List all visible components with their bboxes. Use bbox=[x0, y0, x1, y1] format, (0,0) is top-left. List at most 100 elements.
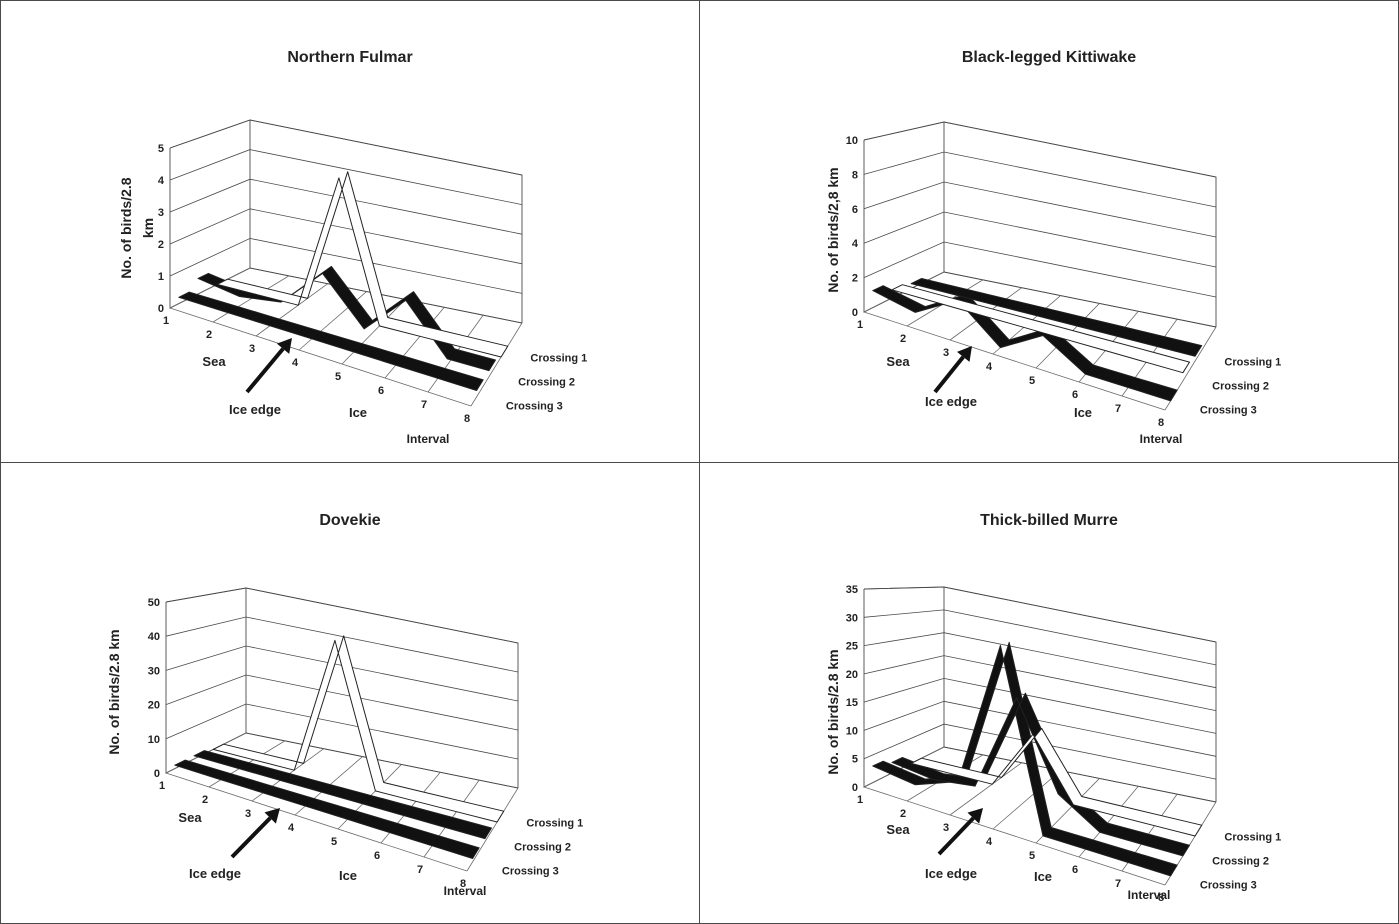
ice-edge-label: Ice edge bbox=[189, 866, 241, 881]
y-tick-label: 0 bbox=[158, 303, 164, 315]
x-tick-label: 6 bbox=[1072, 389, 1078, 401]
floor-line bbox=[384, 307, 445, 379]
x-tick-label: 5 bbox=[1029, 375, 1035, 387]
series-label: Crossing 2 bbox=[518, 377, 575, 389]
x-tick-label: 6 bbox=[378, 385, 384, 397]
gridline bbox=[169, 237, 523, 294]
ice-label: Ice bbox=[1034, 869, 1052, 884]
gridline bbox=[165, 703, 519, 760]
y-axis-label-line: km bbox=[140, 218, 156, 238]
gridline bbox=[863, 655, 1217, 711]
x-tick-label: 8 bbox=[1158, 892, 1164, 904]
x-tick-label: 4 bbox=[288, 822, 295, 834]
gridline bbox=[169, 119, 523, 176]
gridline bbox=[863, 211, 1217, 268]
x-tick-label: 4 bbox=[986, 361, 993, 373]
y-tick-label: 2 bbox=[852, 273, 858, 285]
x-tick-label: 7 bbox=[417, 864, 423, 876]
chart-title: Northern Fulmar bbox=[287, 49, 412, 66]
y-axis-label-line: No. of birds/2.8 km bbox=[106, 629, 122, 754]
panel-dovekie: Dovekie 0 10 20 30 40 50 No. of birds/2.8 km 1 2… bbox=[0, 462, 700, 924]
ribbon-crossing-1 bbox=[216, 171, 509, 358]
x-tick-label: 2 bbox=[202, 794, 208, 806]
ice-edge-label: Ice edge bbox=[925, 394, 977, 409]
panel-frame bbox=[699, 0, 1399, 463]
y-axis-label-line: No. of birds/2.8 km bbox=[825, 649, 841, 774]
x-tick-label: 2 bbox=[206, 329, 212, 341]
series-label: Crossing 1 bbox=[1224, 357, 1281, 369]
x-tick-label: 6 bbox=[1072, 864, 1078, 876]
y-tick-label: 6 bbox=[852, 204, 858, 216]
y-tick-label: 20 bbox=[846, 669, 858, 681]
panel-black-legged-kittiwake: Black-legged Kittiwake 0 2 4 6 8 10 No. of bir… bbox=[699, 0, 1399, 463]
gridline bbox=[165, 674, 519, 731]
ribbon-crossing-1 bbox=[212, 635, 505, 823]
x-tick-label: 8 bbox=[464, 413, 470, 425]
series-label: Crossing 3 bbox=[506, 400, 563, 412]
floor-edge bbox=[165, 772, 468, 872]
x-tick-label: 5 bbox=[335, 371, 341, 383]
ribbon-crossing-3 bbox=[174, 759, 480, 859]
x-tick-label: 1 bbox=[163, 315, 169, 327]
y-tick-label: 5 bbox=[158, 143, 164, 155]
ribbon-crossing-1 bbox=[910, 278, 1203, 357]
plot-area: 0 10 20 30 40 50 No. of birds/2.8 km 1 2 3 4 5 6 7 8 Cr… bbox=[106, 587, 583, 898]
ice-edge-arrow-shaft bbox=[937, 816, 975, 856]
plot-area: 0 2 4 6 8 10 No. of birds/2,8 km 1 2 3 4 5 6 7 8 Crossi… bbox=[825, 121, 1281, 446]
ice-edge-arrow-shaft bbox=[230, 816, 272, 859]
sea-label: Sea bbox=[886, 354, 910, 369]
x-tick-label: 1 bbox=[857, 319, 863, 331]
panel-frame bbox=[0, 0, 700, 463]
gridline bbox=[863, 700, 1217, 757]
x-tick-label: 3 bbox=[943, 822, 949, 834]
y-tick-label: 10 bbox=[846, 725, 858, 737]
x-tick-label: 4 bbox=[986, 836, 993, 848]
y-tick-label: 5 bbox=[852, 754, 858, 766]
y-tick-label: 50 bbox=[148, 597, 160, 609]
ice-edge-label: Ice edge bbox=[925, 866, 977, 881]
ice-edge-label: Ice edge bbox=[229, 402, 281, 417]
ice-label: Ice bbox=[1074, 405, 1092, 420]
x-tick-label: 8 bbox=[1158, 417, 1164, 429]
x-tick-label: 2 bbox=[900, 808, 906, 820]
y-tick-label: 35 bbox=[846, 584, 858, 596]
ice-edge-arrow-shaft bbox=[933, 355, 965, 394]
series-label: Crossing 3 bbox=[502, 865, 559, 877]
y-tick-label: 4 bbox=[158, 175, 165, 187]
chart-title: Black-legged Kittiwake bbox=[962, 49, 1136, 66]
floor-edge bbox=[863, 311, 1166, 411]
x-axis-label: Interval bbox=[1140, 432, 1183, 446]
gridline bbox=[165, 587, 519, 644]
x-axis-label: Interval bbox=[407, 432, 450, 446]
x-tick-label: 3 bbox=[943, 347, 949, 359]
gridline bbox=[863, 609, 1217, 666]
y-tick-label: 2 bbox=[158, 239, 164, 251]
ice-label: Ice bbox=[339, 868, 357, 883]
y-tick-label: 10 bbox=[148, 734, 160, 746]
x-axis-label: Interval bbox=[1128, 888, 1171, 902]
floor-line bbox=[255, 283, 328, 337]
ice-edge-arrow-head bbox=[957, 346, 972, 362]
y-tick-label: 0 bbox=[154, 768, 160, 780]
y-axis-label-line: No. of birds/2,8 km bbox=[825, 167, 841, 292]
gridline bbox=[863, 151, 1217, 208]
y-tick-label: 1 bbox=[158, 271, 164, 283]
x-tick-label: 7 bbox=[1115, 403, 1121, 415]
x-tick-label: 4 bbox=[292, 357, 299, 369]
x-axis-label: Interval bbox=[444, 884, 487, 898]
series-label: Crossing 2 bbox=[514, 842, 571, 854]
x-tick-label: 5 bbox=[1029, 850, 1035, 862]
series-label: Crossing 3 bbox=[1200, 404, 1257, 416]
ribbon-crossing-1 bbox=[910, 727, 1203, 837]
floor-line bbox=[470, 322, 523, 407]
y-tick-label: 8 bbox=[852, 169, 858, 181]
y-axis-label-line: No. of birds/2.8 bbox=[118, 177, 134, 278]
x-tick-label: 3 bbox=[245, 808, 251, 820]
panel-frame bbox=[699, 462, 1399, 924]
gridline bbox=[165, 616, 519, 673]
chart-title: Dovekie bbox=[319, 512, 380, 529]
floor-line bbox=[992, 770, 1061, 830]
gridline bbox=[863, 723, 1217, 780]
